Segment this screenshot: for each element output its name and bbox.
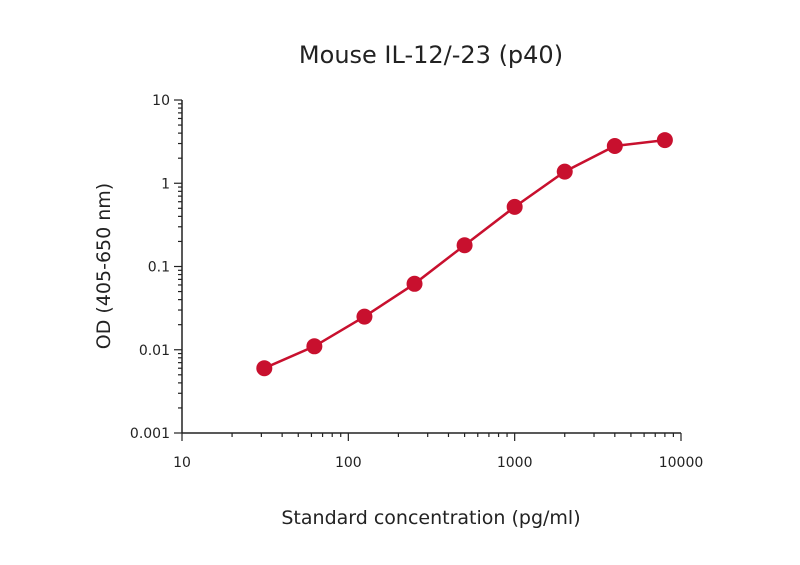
data-point bbox=[406, 275, 423, 292]
data-point bbox=[256, 360, 273, 377]
y-axis-label: OD (405-650 nm) bbox=[93, 183, 115, 349]
x-tick-label: 10 bbox=[173, 455, 191, 471]
data-point bbox=[506, 198, 523, 215]
x-axis-label: Standard concentration (pg/ml) bbox=[281, 507, 580, 529]
y-tick-label: 0.001 bbox=[130, 426, 170, 442]
data-point bbox=[556, 163, 573, 180]
data-point bbox=[356, 308, 373, 325]
y-tick-label: 0.1 bbox=[148, 260, 170, 276]
y-tick-label: 1 bbox=[161, 176, 170, 192]
x-tick-label: 10000 bbox=[659, 455, 704, 471]
ticks bbox=[174, 99, 682, 441]
data-point bbox=[606, 138, 623, 155]
data-point bbox=[656, 132, 673, 149]
tick-labels: 10 100 1000 10000 0.001 0.01 0.1 1 10 bbox=[130, 93, 703, 471]
y-tick-label: 0.01 bbox=[139, 343, 170, 359]
data-point bbox=[306, 338, 323, 355]
chart-title: Mouse IL-12/-23 (p40) bbox=[299, 41, 563, 69]
data-points bbox=[256, 132, 673, 377]
data-point bbox=[456, 237, 473, 254]
y-tick-label: 10 bbox=[152, 93, 170, 109]
x-tick-label: 100 bbox=[335, 455, 362, 471]
x-tick-label: 1000 bbox=[497, 455, 533, 471]
series-line bbox=[263, 138, 666, 370]
